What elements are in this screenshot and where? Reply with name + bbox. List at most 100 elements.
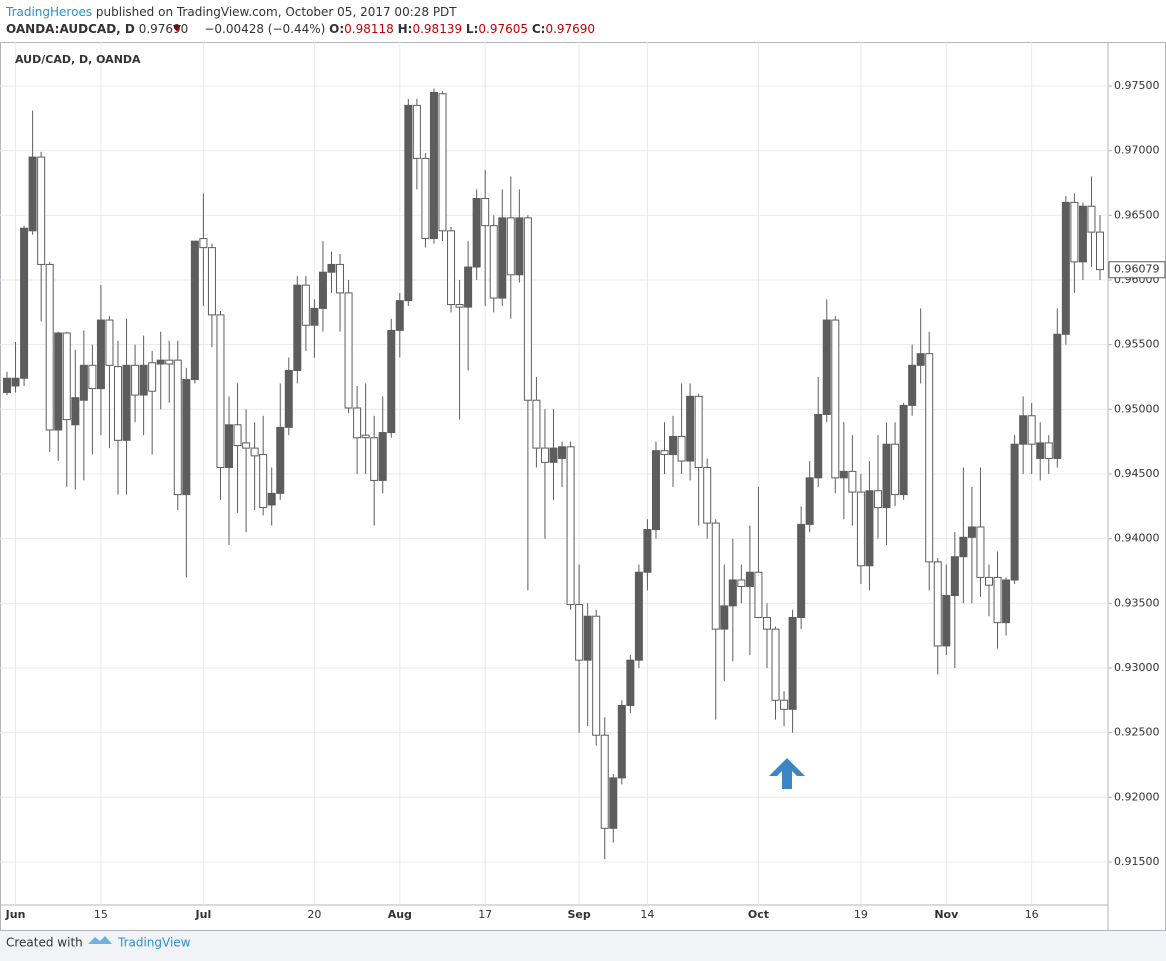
x-tick-label: 14 bbox=[640, 908, 654, 921]
candle-body bbox=[805, 477, 814, 525]
author[interactable]: TradingHeroes bbox=[5, 5, 92, 19]
candle-body bbox=[54, 332, 63, 431]
candles bbox=[3, 88, 1104, 860]
candle-body bbox=[327, 263, 336, 273]
l-value: 0.97605 bbox=[478, 22, 528, 36]
candle-body bbox=[105, 319, 114, 366]
candle-body bbox=[1070, 201, 1079, 263]
footer-bar bbox=[0, 931, 1166, 961]
candle-body bbox=[1061, 201, 1070, 335]
candle-body bbox=[728, 579, 737, 607]
tv-logo bbox=[88, 936, 112, 944]
candle-body bbox=[677, 435, 686, 462]
candle-body bbox=[267, 492, 276, 506]
symbol: OANDA:AUDCAD, D bbox=[6, 22, 135, 36]
candle-body bbox=[754, 571, 763, 619]
candle-body bbox=[361, 434, 370, 439]
candle-body bbox=[370, 437, 379, 481]
candle-body bbox=[438, 93, 447, 232]
y-tick-label: 0.91500 bbox=[1114, 855, 1160, 868]
candle-body bbox=[831, 319, 840, 479]
last: 0.97690 bbox=[139, 22, 189, 36]
candle-body bbox=[139, 364, 148, 396]
candle-body bbox=[780, 699, 789, 710]
candle-body bbox=[626, 659, 635, 706]
x-tick-label: Jul bbox=[195, 908, 212, 921]
candle-body bbox=[669, 435, 678, 456]
candle-body bbox=[20, 227, 29, 379]
candle-body bbox=[464, 266, 473, 308]
candle-body bbox=[250, 447, 259, 457]
candle-body bbox=[814, 413, 823, 479]
x-tick-label: 16 bbox=[1025, 908, 1039, 921]
candle-body bbox=[592, 615, 601, 736]
last-price-label: 0.96079 bbox=[1114, 263, 1160, 276]
y-tick-label: 0.92000 bbox=[1114, 790, 1160, 803]
y-tick-label: 0.93000 bbox=[1114, 661, 1160, 674]
candle-body bbox=[276, 426, 285, 494]
y-tick-label: 0.94000 bbox=[1114, 532, 1160, 545]
candle-body bbox=[634, 571, 643, 661]
candle-body bbox=[293, 284, 302, 371]
candle-body bbox=[788, 617, 797, 710]
candle-body bbox=[1087, 205, 1096, 233]
candle-body bbox=[404, 104, 413, 302]
candle-body bbox=[720, 605, 729, 630]
candle-body bbox=[45, 263, 54, 431]
candle-body bbox=[933, 561, 942, 647]
o-value: 0.98118 bbox=[344, 22, 394, 36]
down-triangle bbox=[173, 25, 181, 32]
candle-body bbox=[822, 319, 831, 415]
x-tick-label: 20 bbox=[307, 908, 321, 921]
candle-body bbox=[711, 522, 720, 630]
l-label: L: bbox=[466, 22, 478, 36]
candle-body bbox=[472, 197, 481, 268]
candle-body bbox=[199, 238, 208, 249]
annotation-arrow bbox=[769, 758, 805, 789]
candle-body bbox=[1002, 579, 1011, 624]
h-value: 0.98139 bbox=[412, 22, 462, 36]
candle-body bbox=[156, 359, 165, 365]
candle-body bbox=[336, 263, 345, 294]
x-tick-label: Oct bbox=[748, 908, 769, 921]
candle-body bbox=[88, 364, 97, 390]
candle-body bbox=[1027, 415, 1036, 445]
candle-body bbox=[79, 364, 88, 401]
x-tick-label: Nov bbox=[934, 908, 959, 921]
candle-body bbox=[694, 395, 703, 468]
candle-body bbox=[916, 353, 925, 366]
candle-body bbox=[310, 307, 319, 326]
candle-body bbox=[387, 329, 396, 434]
candle-body bbox=[967, 526, 976, 538]
c-value: 0.97690 bbox=[545, 22, 595, 36]
candle-body bbox=[131, 364, 140, 396]
candle-body bbox=[28, 156, 37, 232]
candle-body bbox=[643, 529, 652, 573]
candle-body bbox=[242, 442, 251, 449]
footer-brand[interactable]: TradingView bbox=[117, 936, 191, 950]
candle-body bbox=[148, 362, 157, 392]
candle-body bbox=[182, 379, 191, 496]
candle-body bbox=[455, 304, 464, 308]
candle-body bbox=[62, 332, 71, 421]
footer-created: Created with bbox=[6, 936, 83, 950]
candle-body bbox=[899, 404, 908, 496]
y-tick-label: 0.93500 bbox=[1114, 596, 1160, 609]
candle-body bbox=[617, 704, 626, 779]
candle-body bbox=[942, 595, 951, 647]
candle-body bbox=[566, 446, 575, 606]
candle-body bbox=[703, 466, 712, 524]
x-tick-label: 19 bbox=[854, 908, 868, 921]
candle-body bbox=[686, 395, 695, 462]
y-tick-label: 0.96500 bbox=[1114, 208, 1160, 221]
candle-body bbox=[71, 397, 80, 426]
candle-body bbox=[114, 366, 123, 441]
candle-body bbox=[856, 491, 865, 567]
y-tick-label: 0.94500 bbox=[1114, 467, 1160, 480]
candle-body bbox=[771, 628, 780, 701]
candle-body bbox=[11, 377, 20, 387]
y-tick-label: 0.97500 bbox=[1114, 79, 1160, 92]
candle-body bbox=[37, 156, 46, 265]
